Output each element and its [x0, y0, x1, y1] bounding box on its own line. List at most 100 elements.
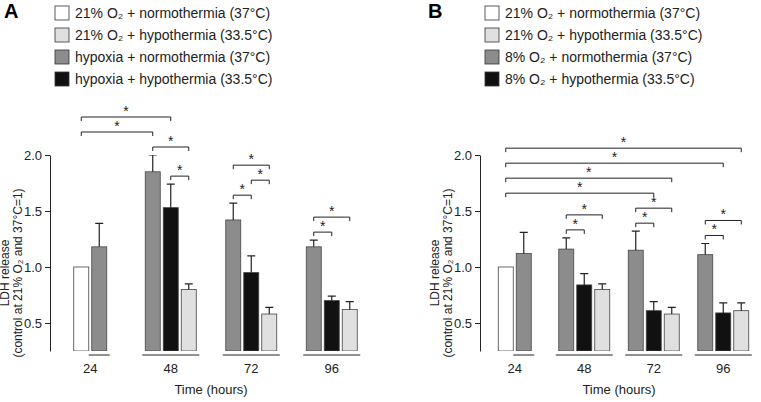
- error-bar: [598, 284, 606, 290]
- x-tick: 24: [508, 361, 522, 376]
- significance: **********: [506, 134, 742, 239]
- bar: [516, 254, 531, 351]
- bar: [716, 313, 731, 351]
- x-tick: 72: [244, 361, 258, 376]
- legend-swatch: [485, 72, 499, 86]
- y-axis-line: [480, 156, 481, 352]
- error-bar: [95, 223, 103, 247]
- bar: [74, 267, 89, 351]
- significance-label: *: [612, 149, 618, 165]
- y-tick-mark: [475, 155, 480, 156]
- legend-swatch: [485, 6, 499, 20]
- significance-label: *: [621, 134, 627, 150]
- y-tick: 0.5: [24, 316, 50, 331]
- significance: *********: [81, 103, 350, 236]
- x-tick: 48: [577, 361, 591, 376]
- bar: [342, 310, 357, 351]
- x-tick: 24: [83, 361, 97, 376]
- error-bar: [668, 307, 676, 314]
- bar: [577, 285, 592, 351]
- x-tick-label: 96: [716, 361, 730, 376]
- significance-label: *: [582, 201, 588, 217]
- bar: [145, 172, 160, 351]
- significance-label: *: [642, 209, 648, 225]
- x-tick-label: 72: [647, 361, 661, 376]
- panel-title: B: [428, 0, 442, 22]
- bar: [595, 289, 610, 351]
- error-bar: [520, 232, 528, 253]
- error-bar: [149, 155, 157, 172]
- x-axis-title: Time (hours): [174, 382, 247, 397]
- y-axis-title: (control at 21% O₂ and 37°C=1): [11, 188, 25, 357]
- significance-label: *: [573, 216, 579, 232]
- y-tick: 0.5: [454, 316, 480, 331]
- legend-label: 21% O₂ + normothermia (37°C): [505, 5, 700, 21]
- legend-swatch: [55, 72, 69, 86]
- significance-label: *: [168, 133, 174, 149]
- legend-swatch: [55, 28, 69, 42]
- error-bar: [167, 184, 175, 208]
- y-tick-mark: [475, 323, 480, 324]
- legend: 21% O₂ + normothermia (37°C) 21% O₂ + hyp…: [485, 5, 702, 87]
- legend-label: 21% O₂ + normothermia (37°C): [75, 5, 270, 21]
- bar: [698, 255, 713, 351]
- x-tick-label: 96: [325, 361, 339, 376]
- plot-marks: [74, 155, 358, 351]
- bar: [734, 311, 749, 351]
- y-tick: 1.0: [454, 260, 480, 275]
- significance-label: *: [240, 181, 246, 197]
- y-axis-title: LDH release: [428, 239, 442, 306]
- bar: [226, 220, 241, 351]
- error-bar: [632, 231, 640, 250]
- x-axis-title: Time (hours): [582, 382, 655, 397]
- bar: [306, 247, 321, 351]
- figure: A21% O₂ + normothermia (37°C)21% O₂ + hy…: [0, 0, 761, 402]
- x-axis: 24487296: [83, 361, 339, 376]
- bar: [244, 273, 259, 351]
- error-bar: [562, 238, 570, 249]
- significance-label: *: [586, 164, 592, 180]
- plot-marks: [498, 231, 749, 351]
- group-underline: [695, 355, 752, 356]
- error-bar: [310, 240, 318, 247]
- x-tick: 72: [647, 361, 661, 376]
- bar: [559, 249, 574, 351]
- x-axis: 24 48 72 96: [508, 361, 731, 376]
- y-tick-mark: [45, 323, 50, 324]
- panel: A21% O₂ + normothermia (37°C)21% O₂ + hy…: [0, 0, 360, 397]
- panel: B 21% O₂ + normothermia (37°C) 21% O₂ + hy…: [428, 0, 752, 397]
- error-bar: [737, 303, 745, 311]
- x-tick-label: 72: [244, 361, 258, 376]
- y-tick: 1.5: [24, 204, 50, 219]
- group-underline: [625, 355, 682, 356]
- x-tick-label: 48: [577, 361, 591, 376]
- bar: [324, 301, 339, 351]
- legend-label: 21% O₂ + hypothermia (33.5°C): [505, 27, 702, 43]
- significance-label: *: [320, 218, 326, 234]
- legend-label: hypoxia + hypothermia (33.5°C): [75, 71, 272, 87]
- x-tick-label: 24: [508, 361, 522, 376]
- group-underline: [513, 355, 534, 356]
- legend-swatch: [485, 28, 499, 42]
- significance-label: *: [123, 103, 129, 119]
- error-bar: [229, 203, 237, 220]
- y-tick-label: 1.0: [454, 260, 472, 275]
- y-tick-label: 2.0: [24, 148, 42, 163]
- bar: [181, 289, 196, 351]
- significance-label: *: [258, 166, 264, 182]
- y-axis: 0.51.01.52.0: [454, 148, 481, 352]
- bar: [92, 247, 107, 351]
- y-tick: 2.0: [24, 148, 50, 163]
- legend-label: 21% O₂ + hypothermia (33.5°C): [75, 27, 272, 43]
- error-bar: [328, 296, 336, 300]
- significance-label: *: [177, 162, 183, 178]
- y-tick-mark: [45, 211, 50, 212]
- group-underline: [303, 355, 360, 356]
- significance-label: *: [721, 206, 727, 222]
- y-tick: 1.0: [24, 260, 50, 275]
- error-bar: [580, 274, 588, 285]
- y-tick-mark: [475, 211, 480, 212]
- error-bar: [247, 256, 255, 273]
- y-axis-line: [50, 156, 51, 352]
- bar: [163, 208, 178, 351]
